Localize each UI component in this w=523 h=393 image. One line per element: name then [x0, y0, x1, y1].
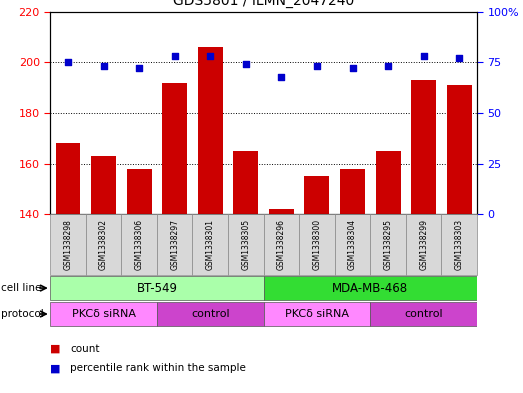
Text: GSM1338295: GSM1338295 — [383, 219, 393, 270]
Bar — [55, 143, 81, 214]
Bar — [86, 214, 121, 275]
Bar — [441, 214, 477, 275]
Point — [384, 63, 392, 70]
Text: percentile rank within the sample: percentile rank within the sample — [70, 363, 246, 373]
Point — [313, 63, 321, 70]
Bar — [335, 214, 370, 275]
Bar — [269, 209, 294, 214]
Text: GSM1338302: GSM1338302 — [99, 219, 108, 270]
Bar — [299, 214, 335, 275]
Text: GSM1338305: GSM1338305 — [241, 219, 251, 270]
Text: GSM1338298: GSM1338298 — [63, 219, 73, 270]
Bar — [162, 83, 187, 214]
Text: GSM1338299: GSM1338299 — [419, 219, 428, 270]
Text: GSM1338297: GSM1338297 — [170, 219, 179, 270]
Text: GSM1338296: GSM1338296 — [277, 219, 286, 270]
Point — [99, 63, 108, 70]
Text: ■: ■ — [50, 343, 61, 354]
Text: protocol: protocol — [1, 309, 44, 319]
Point — [135, 65, 143, 72]
Bar — [192, 214, 228, 275]
Text: control: control — [191, 309, 230, 319]
Bar — [198, 47, 223, 214]
Bar — [50, 214, 86, 275]
Point — [64, 59, 72, 66]
Text: BT-549: BT-549 — [137, 281, 177, 295]
Text: GSM1338300: GSM1338300 — [312, 219, 322, 270]
Bar — [228, 214, 264, 275]
Bar — [121, 214, 157, 275]
Bar — [91, 156, 116, 214]
Text: ■: ■ — [50, 363, 61, 373]
Bar — [50, 302, 157, 326]
Text: MDA-MB-468: MDA-MB-468 — [332, 281, 408, 295]
Point — [206, 53, 214, 59]
Bar — [233, 151, 258, 214]
Point — [455, 55, 463, 61]
Bar — [304, 176, 329, 214]
Bar — [406, 214, 441, 275]
Bar — [411, 80, 436, 214]
Bar — [370, 214, 406, 275]
Bar — [447, 85, 472, 214]
Point — [277, 73, 286, 80]
Bar — [264, 302, 370, 326]
Text: count: count — [70, 343, 99, 354]
Bar — [157, 302, 264, 326]
Bar — [127, 169, 152, 214]
Text: GSM1338303: GSM1338303 — [454, 219, 464, 270]
Bar — [340, 169, 365, 214]
Bar — [264, 276, 477, 300]
Text: GSM1338306: GSM1338306 — [134, 219, 144, 270]
Text: cell line: cell line — [1, 283, 41, 293]
Bar — [376, 151, 401, 214]
Bar — [264, 214, 299, 275]
Text: PKCδ siRNA: PKCδ siRNA — [285, 309, 349, 319]
Bar — [50, 276, 264, 300]
Text: control: control — [404, 309, 443, 319]
Title: GDS5801 / ILMN_2047240: GDS5801 / ILMN_2047240 — [173, 0, 354, 8]
Point — [348, 65, 357, 72]
Point — [242, 61, 250, 68]
Bar — [370, 302, 477, 326]
Bar — [157, 214, 192, 275]
Point — [419, 53, 428, 59]
Text: GSM1338301: GSM1338301 — [206, 219, 215, 270]
Point — [170, 53, 179, 59]
Text: GSM1338304: GSM1338304 — [348, 219, 357, 270]
Text: PKCδ siRNA: PKCδ siRNA — [72, 309, 135, 319]
